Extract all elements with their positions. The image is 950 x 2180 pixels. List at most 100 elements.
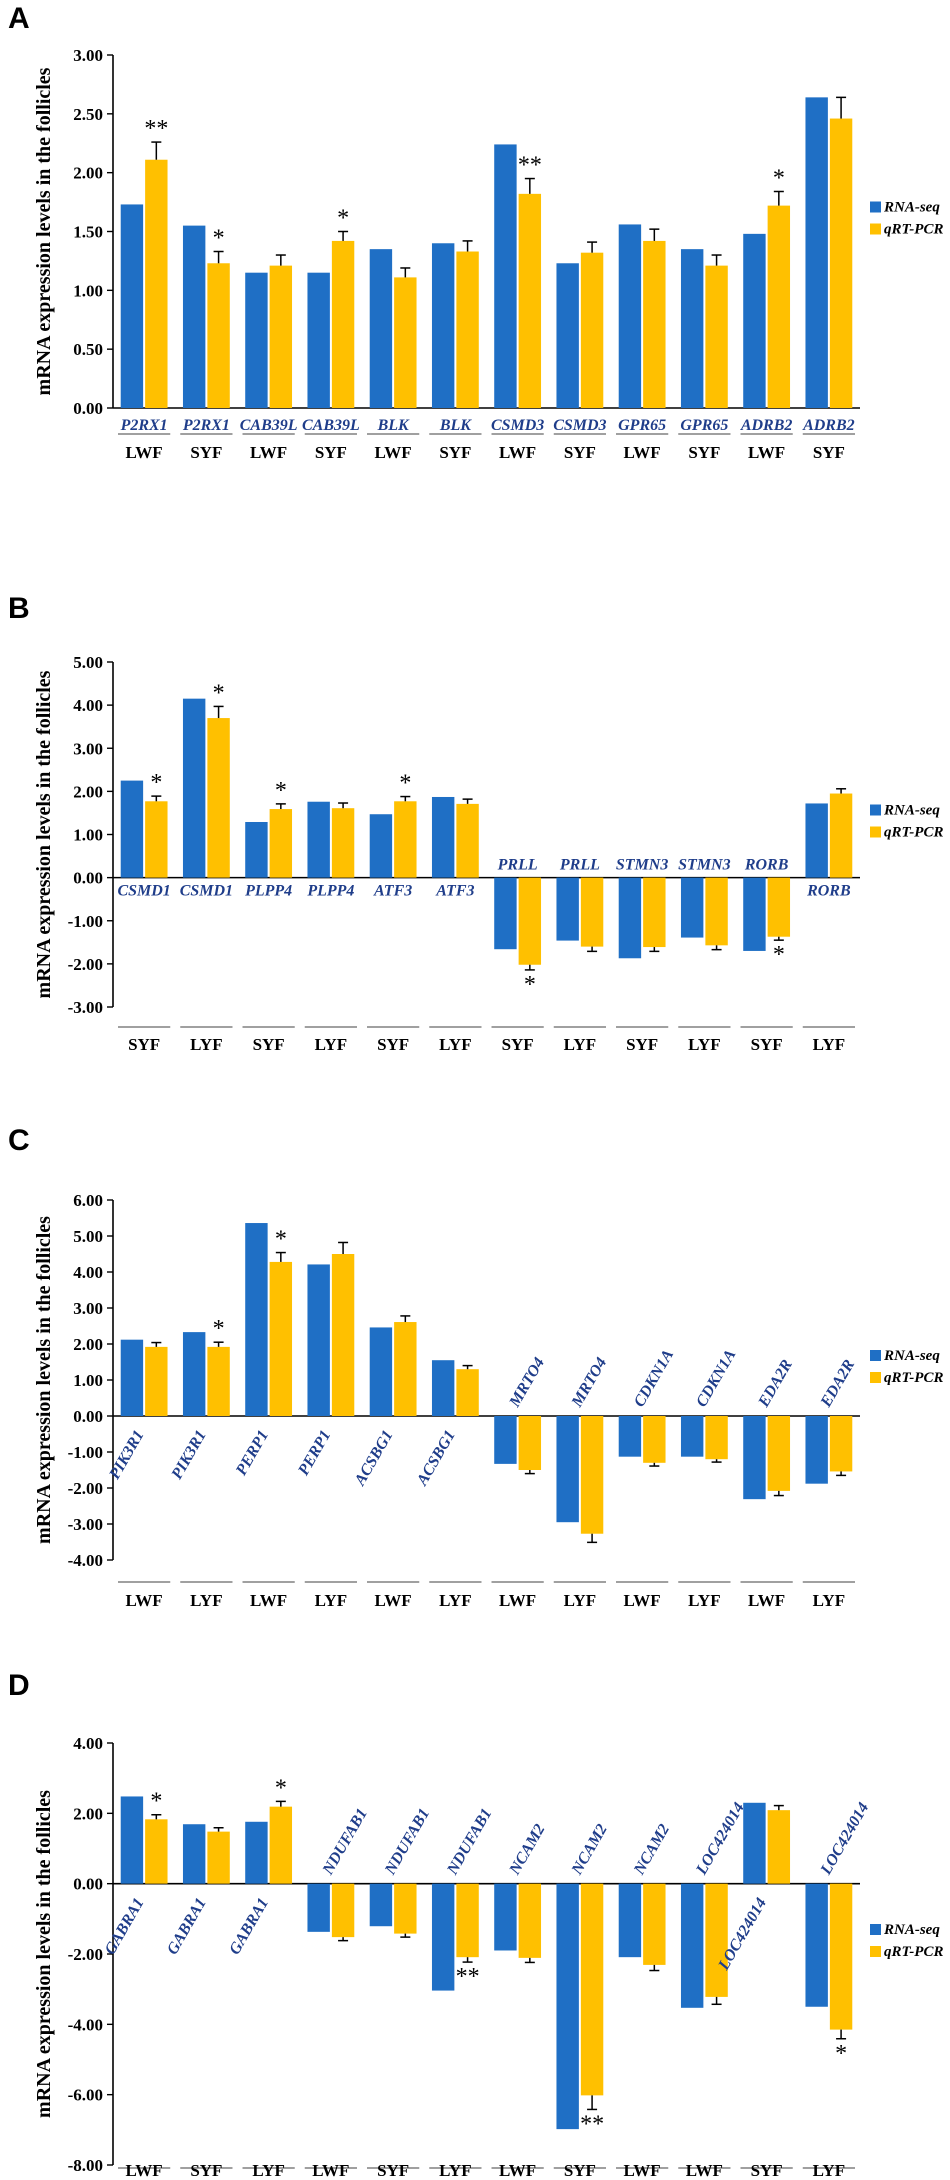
bar-qrt-pcr [518, 193, 542, 408]
bar-rna-seq [556, 1883, 579, 2130]
gene-label: PIK3R1 [168, 1428, 210, 1484]
bar-qrt-pcr [269, 1261, 293, 1416]
tissue-label: LYF [564, 1591, 596, 1610]
significance-marker: * [399, 771, 411, 797]
y-tick-label: 2.50 [73, 105, 103, 124]
bar-qrt-pcr [829, 1883, 853, 2030]
y-tick-label: -8.00 [68, 2156, 103, 2175]
bar-rna-seq [431, 243, 455, 408]
bar-rna-seq [431, 796, 455, 878]
legend-label-rna-seq: RNA-seq [883, 1922, 940, 1938]
bar-rna-seq [494, 1883, 517, 1951]
y-tick-label: 4.00 [73, 1734, 103, 1753]
y-tick-label: 3.00 [73, 739, 103, 758]
y-tick-label: 3.00 [73, 46, 103, 65]
y-tick-label: 2.00 [73, 1804, 103, 1823]
gene-label: P2RX1 [120, 417, 168, 434]
bar-qrt-pcr [331, 1883, 355, 1938]
significance-marker: * [150, 770, 162, 796]
y-axis-label: mRNA expression levels in the follicles [33, 670, 55, 998]
legend-swatch-qrt-pcr [870, 1372, 881, 1383]
tissue-label: SYF [751, 1035, 783, 1054]
bar-rna-seq [618, 877, 642, 959]
significance-marker: * [337, 206, 349, 232]
gene-label: BLK [439, 417, 472, 434]
bar-qrt-pcr [456, 251, 479, 408]
bar-rna-seq [182, 1824, 206, 1884]
bar-qrt-pcr [767, 1416, 791, 1491]
tissue-label: LWF [250, 1591, 287, 1610]
significance-marker: * [275, 1227, 287, 1253]
significance-marker: ** [518, 153, 542, 179]
bar-qrt-pcr [767, 1810, 791, 1884]
legend-swatch-rna-seq [870, 804, 881, 816]
y-tick-label: -2.00 [68, 955, 103, 974]
y-axis-label: mRNA expression levels in the follicles [33, 67, 55, 395]
y-axis-label: mRNA expression levels in the follicles [33, 1216, 55, 1544]
bar-rna-seq [743, 877, 766, 951]
y-tick-label: 4.00 [73, 696, 103, 715]
bar-qrt-pcr [394, 1322, 417, 1416]
y-tick-label: 0.00 [73, 869, 103, 888]
tissue-label: LYF [813, 1035, 845, 1054]
gene-label: NCAM2 [506, 1821, 549, 1878]
tissue-label: SYF [377, 2161, 409, 2180]
bar-rna-seq [680, 1416, 704, 1457]
significance-marker: * [524, 972, 536, 998]
tissue-label: SYF [315, 443, 347, 462]
bar-rna-seq [431, 1883, 455, 1991]
legend-swatch-rna-seq [870, 1350, 881, 1361]
bar-rna-seq [245, 821, 268, 878]
bar-rna-seq [369, 814, 393, 878]
panel-letter: B [8, 592, 30, 625]
panel-letter: C [8, 1124, 30, 1157]
gene-label: PLPP4 [306, 883, 354, 900]
gene-label: PERP1 [232, 1428, 272, 1480]
y-tick-label: 5.00 [73, 1227, 103, 1246]
legend-label-qrt-pcr: qRT-PCR [884, 222, 943, 238]
tissue-label: SYF [751, 2161, 783, 2180]
legend-swatch-qrt-pcr [870, 826, 881, 838]
bar-qrt-pcr [829, 118, 853, 408]
bar-rna-seq [556, 877, 579, 941]
bar-rna-seq [618, 224, 642, 408]
gene-label: GABRA1 [164, 1895, 210, 1957]
tissue-label: LWF [312, 2161, 349, 2180]
legend: RNA-seq qRT-PCR [870, 1348, 943, 1386]
bar-qrt-pcr [829, 793, 853, 878]
gene-label: EDA2R [755, 1357, 796, 1411]
bar-rna-seq [369, 1883, 393, 1927]
tissue-label: SYF [377, 1035, 409, 1054]
y-tick-label: -3.00 [68, 998, 103, 1017]
y-tick-label: 0.50 [73, 340, 103, 359]
bar-qrt-pcr [145, 801, 168, 878]
bar-qrt-pcr [394, 277, 417, 408]
bar-qrt-pcr [145, 1346, 168, 1416]
bar-rna-seq [805, 803, 828, 878]
bar-rna-seq [245, 1821, 268, 1884]
gene-label: ACSBG1 [413, 1428, 458, 1490]
gene-label: RORB [744, 857, 789, 874]
bar-rna-seq [618, 1416, 642, 1457]
gene-label: NCAM2 [630, 1821, 673, 1878]
bar-rna-seq [182, 225, 206, 408]
bar-rna-seq [805, 1416, 828, 1484]
tissue-label: LYF [315, 1591, 347, 1610]
bar-rna-seq [120, 1796, 144, 1884]
bar-rna-seq [307, 801, 330, 878]
bar-rna-seq [120, 780, 144, 878]
bar-rna-seq [120, 1339, 144, 1416]
tissue-label: LYF [688, 1035, 720, 1054]
tissue-label: SYF [688, 443, 720, 462]
bar-rna-seq [120, 204, 144, 408]
y-tick-label: 5.00 [73, 653, 103, 672]
tissue-label: LYF [688, 1591, 720, 1610]
y-tick-label: 0.00 [73, 399, 103, 418]
y-tick-label: 2.00 [73, 1335, 103, 1354]
y-tick-label: 1.00 [73, 826, 103, 845]
bar-qrt-pcr [207, 718, 230, 878]
gene-label: CSMD3 [553, 417, 606, 434]
bar-rna-seq [494, 144, 517, 408]
bar-qrt-pcr [331, 240, 355, 408]
bar-rna-seq [743, 1416, 766, 1500]
